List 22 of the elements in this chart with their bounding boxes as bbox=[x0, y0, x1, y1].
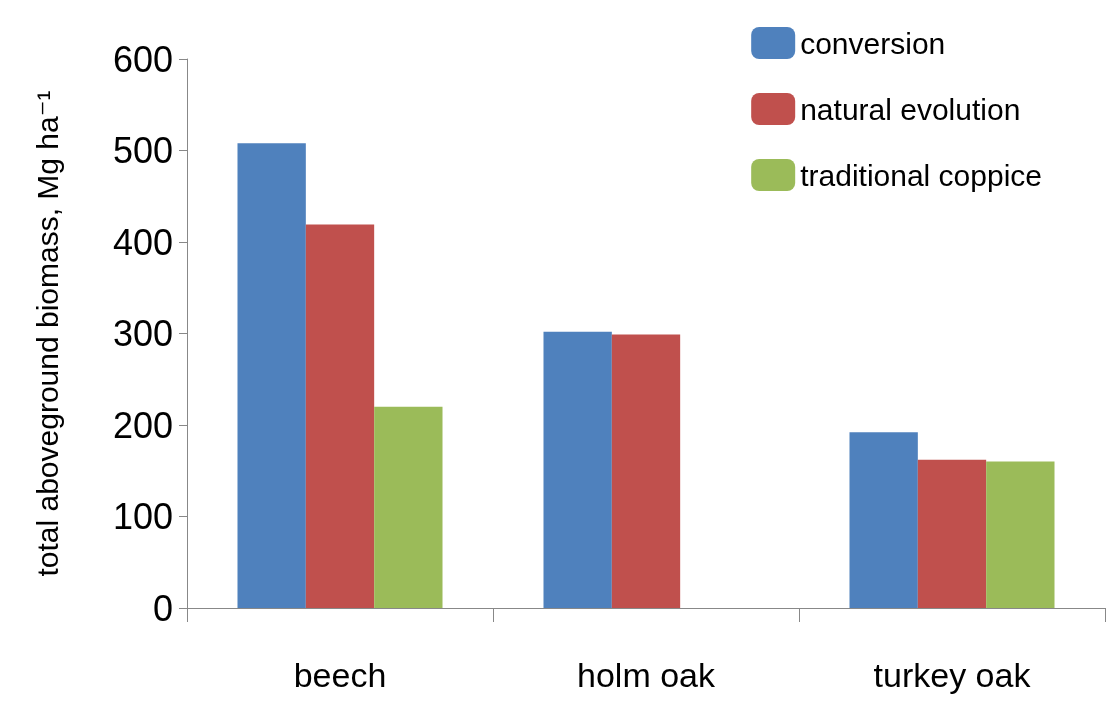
bar bbox=[917, 459, 987, 608]
legend-label: traditional coppice bbox=[800, 158, 1043, 192]
legend-label: natural evolution bbox=[800, 92, 1021, 126]
x-tick-label: turkey oak bbox=[873, 656, 1032, 694]
y-tick-label: 600 bbox=[112, 38, 173, 80]
bar bbox=[237, 143, 306, 608]
bar bbox=[543, 331, 612, 608]
x-tick-label: holm oak bbox=[577, 656, 716, 694]
bar bbox=[374, 406, 443, 608]
y-tick-label: 400 bbox=[112, 221, 173, 263]
y-axis-title: total aboveground biomass, Mg ha⁻¹ bbox=[30, 90, 64, 577]
y-tick-label: 500 bbox=[112, 130, 173, 171]
y-tick-label: 0 bbox=[152, 587, 173, 629]
legend-label: conversion bbox=[800, 26, 946, 60]
bar bbox=[849, 432, 918, 608]
y-tick-label: 100 bbox=[112, 496, 173, 537]
bar bbox=[611, 334, 681, 608]
bar bbox=[305, 224, 375, 608]
bar bbox=[986, 461, 1055, 608]
y-tick-label: 200 bbox=[112, 404, 173, 446]
y-tick-label: 300 bbox=[112, 313, 173, 354]
x-tick-label: beech bbox=[293, 656, 387, 694]
